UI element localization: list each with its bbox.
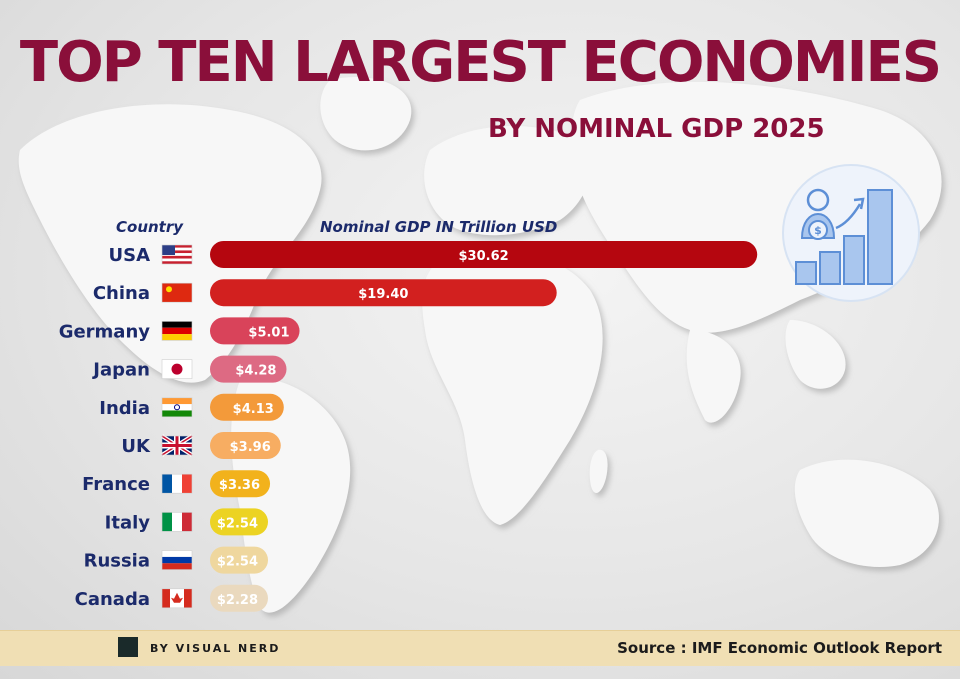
madagascar-shape [589,449,608,493]
country-label: Germany [59,321,151,342]
bar-row-germany: $5.01 Germany [59,317,300,345]
bar-value-label: $4.28 [235,364,276,379]
india-flag-icon [161,397,193,418]
bar-row-japan: $4.28 Japan [91,355,287,383]
bar-value-label: $2.54 [217,516,258,531]
usa-flag-icon [161,244,193,265]
country-label: Japan [91,360,150,381]
north-america-shape [18,104,322,383]
africa-shape [422,250,603,525]
bar-india [210,393,284,421]
russia-flag-icon [161,550,193,570]
bar-row-canada: $2.28 Canada [75,584,268,612]
country-label: India [99,398,150,419]
bar-usa [210,241,758,268]
bar-italy [210,508,268,536]
bar-germany [210,317,300,345]
footer-bar [0,630,960,666]
country-label: Italy [105,512,151,533]
bar-russia [210,546,268,574]
bar-row-uk: $3.96 UK [121,432,281,459]
bar-france [210,470,271,498]
brand-credit: BY VISUAL NERD [150,642,281,655]
country-label: France [82,474,150,495]
svg-text:$: $ [814,224,822,237]
bar-row-italy: $2.54 Italy [105,508,268,536]
country-label: USA [108,245,150,266]
southeast-asia-shape [785,320,846,389]
canada-flag-icon [161,588,193,609]
bar-row-france: $3.36 France [82,470,271,498]
bar-japan [210,355,287,383]
france-flag-icon [161,473,193,494]
india-shape [686,330,741,423]
bar-row-china: $19.40 China [93,279,557,307]
bar-row-usa: $30.62 USA [108,241,758,268]
gdp-column-header: Nominal GDP IN Trillion USD [320,218,558,236]
bar-value-label: $2.28 [217,593,258,608]
japan-flag-icon [161,359,193,379]
page-title: TOP TEN LARGEST ECONOMIES [19,30,942,95]
china-flag-icon [161,282,193,303]
germany-flag-icon [161,321,193,341]
growth-chart-money-person-icon: $ [782,164,920,302]
source-credit: Source : IMF Economic Outlook Report [617,639,942,657]
italy-flag-icon [161,512,193,532]
bar-canada [210,584,268,612]
bar-value-label: $5.01 [248,325,289,340]
greenland-shape [320,76,412,151]
bar-value-label: $3.96 [230,440,271,455]
bar-value-label: $3.36 [219,478,260,493]
bar-value-label: $4.13 [233,402,274,417]
bar-row-india: $4.13 India [99,393,284,421]
page-subtitle: BY NOMINAL GDP 2025 [488,114,825,144]
bar-uk [210,432,281,459]
bar-value-label: $19.40 [358,287,408,302]
country-label: UK [121,436,151,457]
visual-nerd-logo [118,637,138,657]
australia-shape [794,459,939,567]
bar-value-label: $2.54 [217,555,258,570]
europe-shape [424,126,591,236]
country-label: Canada [75,589,150,610]
country-column-header: Country [116,218,184,236]
bar-value-label: $30.62 [459,249,509,264]
country-label: Russia [84,551,150,572]
uk-flag-icon [160,434,194,457]
bar-row-russia: $2.54 Russia [84,546,268,574]
country-label: China [93,283,150,304]
bar-china [210,279,557,307]
